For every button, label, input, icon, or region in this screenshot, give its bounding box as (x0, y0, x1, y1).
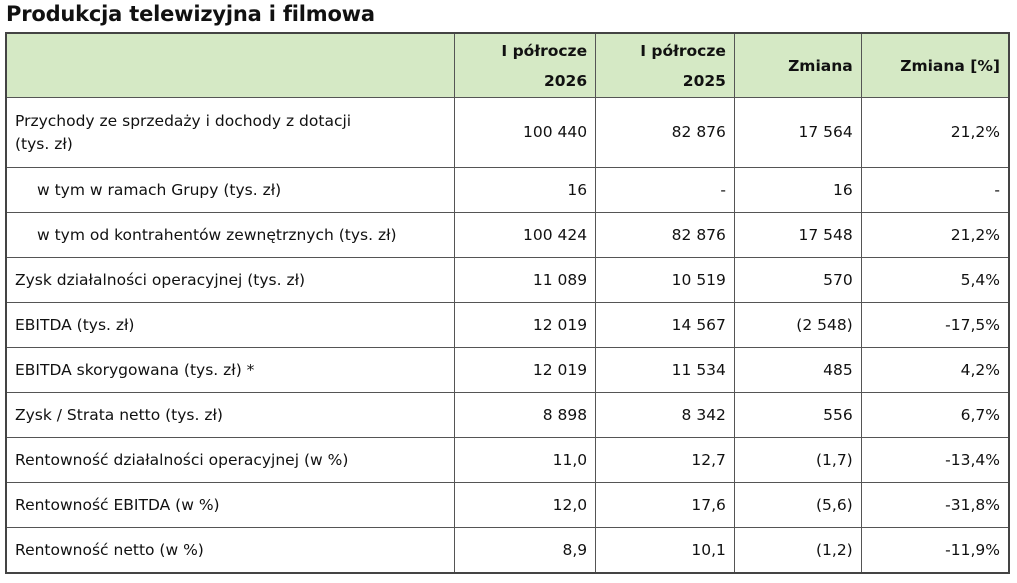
cell: 21,2% (860, 212, 1010, 258)
cell: 12,0 (454, 482, 597, 528)
header-cell (5, 32, 456, 98)
cell: -31,8% (860, 482, 1010, 528)
cell: 12 019 (454, 347, 597, 393)
cell-line: 2026 (543, 71, 588, 90)
cell: 82 876 (595, 97, 735, 168)
row: Zysk / Strata netto (tys. zł) 8 898 8 342 5… (5, 392, 1010, 438)
row: Rentowność EBITDA (w %) 12,0 17,6 (5,6) -31,… (5, 482, 1010, 528)
cell: 14 567 (595, 302, 735, 348)
cell: 12 019 (454, 302, 597, 348)
row-label: Przychody ze sprzedaży i dochody z dotac… (5, 97, 456, 168)
cell: 556 (733, 392, 862, 438)
row-label: EBITDA skorygowana (tys. zł) * (5, 347, 456, 393)
cell: 5,4% (860, 257, 1010, 303)
row: Zysk działalności operacyjnej (tys. zł) 1… (5, 257, 1010, 303)
cell: 11 534 (595, 347, 735, 393)
cell-line: (tys. zł) (15, 134, 73, 153)
cell: 8 898 (454, 392, 597, 438)
cell-line: Przychody ze sprzedaży i dochody z dotac… (15, 111, 352, 130)
header-row: I półrocze 2026 I półrocze 2025 Zmiana Zmiana… (5, 32, 1010, 98)
cell: -17,5% (860, 302, 1010, 348)
cell: 10 519 (595, 257, 735, 303)
cell: 21,2% (860, 97, 1010, 168)
row-label: EBITDA (tys. zł) (5, 302, 456, 348)
header-cell: Zmiana [%] (860, 32, 1010, 98)
row-label: Zysk / Strata netto (tys. zł) (5, 392, 456, 438)
row: w tym od kontrahentów zewnętrznych (tys.… (5, 212, 1010, 258)
cell: 11,0 (454, 437, 597, 483)
cell: -11,9% (860, 527, 1010, 574)
row-label: w tym w ramach Grupy (tys. zł) (5, 167, 456, 213)
table: I półrocze 2026 I półrocze 2025 Zmiana Zmiana… (5, 32, 1010, 574)
cell: 6,7% (860, 392, 1010, 438)
cell: 17 548 (733, 212, 862, 258)
cell: 11 089 (454, 257, 597, 303)
title: Produkcja telewizyjna i filmowa (6, 2, 375, 26)
header-cell: Zmiana (733, 32, 862, 98)
row: EBITDA (tys. zł) 12 019 14 567 (2 548) -17,5… (5, 302, 1010, 348)
cell: 17,6 (595, 482, 735, 528)
row-label: Rentowność netto (w %) (5, 527, 456, 574)
cell: - (860, 167, 1010, 213)
cell: 16 (733, 167, 862, 213)
cell: 100 424 (454, 212, 597, 258)
row: w tym w ramach Grupy (tys. zł) 16-16- (5, 167, 1010, 213)
cell: 82 876 (595, 212, 735, 258)
cell: 570 (733, 257, 862, 303)
cell: 10,1 (595, 527, 735, 574)
cell: (5,6) (733, 482, 862, 528)
row: EBITDA skorygowana (tys. zł) * 12 019 11 5… (5, 347, 1010, 393)
row-label: w tym od kontrahentów zewnętrznych (tys.… (5, 212, 456, 258)
row-label: Zysk działalności operacyjnej (tys. zł) (5, 257, 456, 303)
cell: 17 564 (733, 97, 862, 168)
row: Rentowność działalności operacyjnej (w %… (5, 437, 1010, 483)
cell: (2 548) (733, 302, 862, 348)
header-cell: I półrocze 2026 (454, 32, 597, 98)
header-cell: I półrocze 2025 (595, 32, 735, 98)
cell-line: I półrocze (640, 41, 726, 60)
cell: (1,7) (733, 437, 862, 483)
cell: -13,4% (860, 437, 1010, 483)
cell: 4,2% (860, 347, 1010, 393)
cell: 16 (454, 167, 597, 213)
cell-line: I półrocze (501, 41, 588, 60)
cell: 12,7 (595, 437, 735, 483)
row-label: Rentowność EBITDA (w %) (5, 482, 456, 528)
cell: - (595, 167, 735, 213)
row-label: Rentowność działalności operacyjnej (w %… (5, 437, 456, 483)
cell: 8,9 (454, 527, 597, 574)
row: Rentowność netto (w %) 8,9 10,1 (1,2) -11,9% (5, 527, 1010, 574)
cell: 485 (733, 347, 862, 393)
cell: 8 342 (595, 392, 735, 438)
cell: 100 440 (454, 97, 597, 168)
row: Przychody ze sprzedaży i dochody z dotac… (5, 97, 1010, 168)
cell: (1,2) (733, 527, 862, 574)
cell-line: 2025 (682, 71, 726, 90)
